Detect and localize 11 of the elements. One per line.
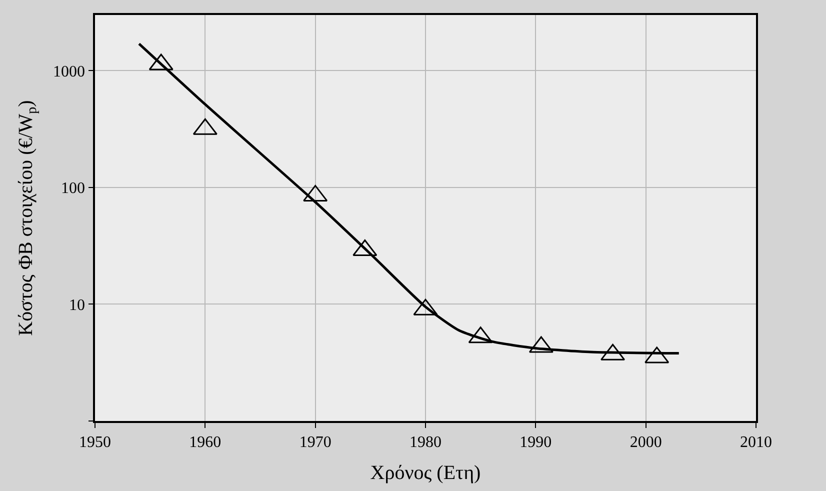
y-tick-label: 100 bbox=[61, 180, 86, 198]
x-tick-label: 1990 bbox=[520, 434, 552, 451]
x-tick-label: 1980 bbox=[410, 434, 442, 451]
x-tick-label: 1950 bbox=[79, 434, 111, 451]
x-axis-title: Χρόνος (Ετη) bbox=[370, 462, 481, 484]
x-tick-label: 1970 bbox=[299, 434, 332, 451]
x-tick-label: 2010 bbox=[740, 434, 772, 451]
x-tick-label: 2000 bbox=[630, 434, 662, 451]
y-tick-label: 10 bbox=[69, 296, 86, 314]
y-tick-label: 1000 bbox=[53, 63, 86, 80]
x-tick-label: 1960 bbox=[189, 434, 222, 451]
